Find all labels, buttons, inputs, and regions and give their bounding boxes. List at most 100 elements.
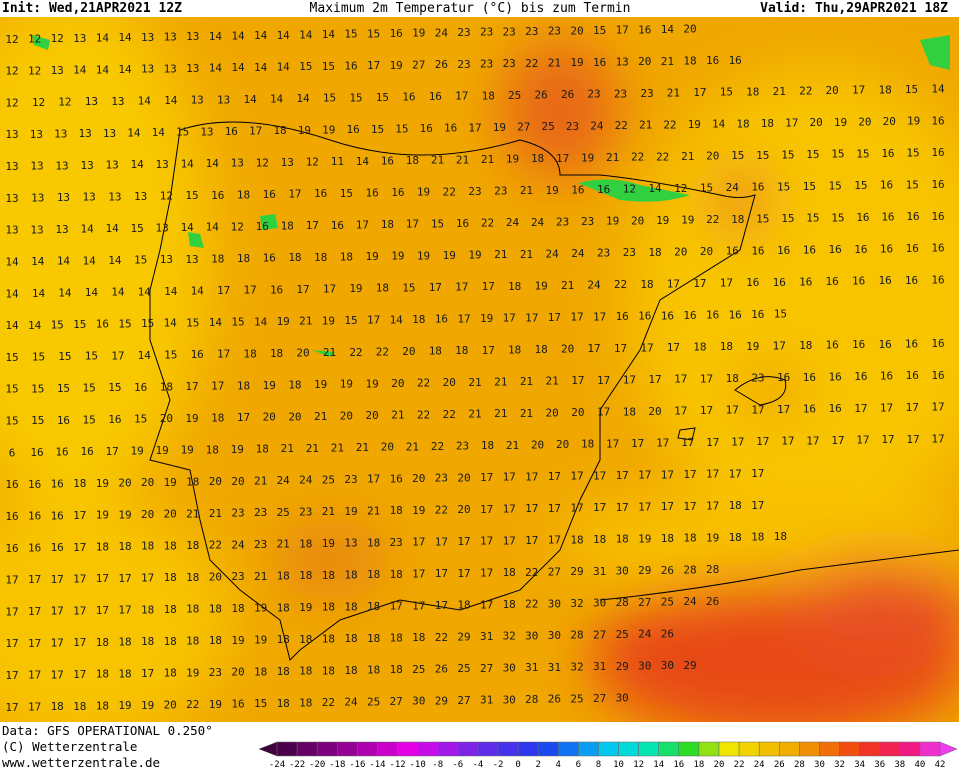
grid-value: 16 — [381, 154, 394, 167]
grid-value: 18 — [878, 83, 891, 96]
colorbar-label: 4 — [556, 760, 561, 770]
grid-value: 27 — [638, 596, 651, 609]
colorbar-arrow — [939, 741, 958, 757]
colorbar-swatch — [397, 741, 418, 757]
grid-value: 18 — [390, 663, 403, 676]
grid-value: 19 — [96, 509, 109, 522]
grid-value: 19 — [231, 634, 244, 647]
grid-value: 14 — [231, 61, 245, 74]
grid-value: 12 — [256, 156, 269, 169]
colorbar-swatch — [738, 741, 760, 757]
colorbar-label: 38 — [894, 760, 905, 770]
grid-value: 16 — [28, 510, 41, 523]
grid-value: 18 — [314, 251, 327, 264]
grid-value: 17 — [648, 373, 661, 386]
grid-value: 16 — [331, 219, 344, 232]
grid-value: 18 — [186, 634, 199, 647]
grid-value: 16 — [225, 125, 238, 138]
grid-value: 17 — [720, 277, 733, 290]
grid-value: 12 — [5, 96, 18, 109]
grid-value: 14 — [356, 155, 370, 168]
grid-value: 20 — [531, 438, 544, 451]
grid-value: 16 — [881, 211, 894, 224]
grid-value: 26 — [661, 627, 674, 640]
colorbar-label: -2 — [493, 760, 504, 770]
grid-value: 16 — [931, 369, 944, 382]
colorbar-label: 6 — [576, 760, 581, 770]
grid-value: 30 — [503, 662, 516, 675]
grid-value: 30 — [548, 597, 561, 610]
grid-value: 19 — [638, 532, 651, 545]
grid-value: 26 — [706, 595, 719, 608]
grid-value: 15 — [31, 414, 44, 427]
grid-value: 21 — [468, 408, 481, 421]
colorbar-swatch — [457, 741, 479, 757]
grid-value: 13 — [344, 537, 357, 550]
grid-value: 17 — [118, 572, 131, 585]
grid-value: 17 — [638, 469, 651, 482]
grid-value: 18 — [412, 631, 425, 644]
grid-value: 13 — [231, 157, 244, 170]
grid-value: 13 — [80, 159, 93, 172]
colorbar-swatch — [296, 741, 318, 757]
grid-value: 13 — [200, 125, 213, 138]
grid-value: 16 — [751, 181, 764, 194]
grid-value: 24 — [546, 247, 560, 260]
grid-value: 17 — [73, 604, 86, 617]
grid-value: 25 — [661, 596, 674, 609]
grid-value: 18 — [729, 499, 742, 512]
grid-value: 18 — [616, 533, 629, 546]
grid-value: 19 — [156, 444, 169, 457]
grid-value: 14 — [299, 28, 313, 41]
copyright: (C) Wetterzentrale — [2, 739, 137, 754]
header-bar — [0, 0, 959, 17]
grid-value: 21 — [520, 407, 533, 420]
grid-value: 15 — [367, 27, 380, 40]
grid-value: 15 — [5, 351, 18, 364]
grid-value: 20 — [706, 150, 719, 163]
grid-value: 17 — [429, 281, 442, 294]
colorbar-swatch — [316, 741, 338, 757]
grid-value: 28 — [570, 629, 583, 642]
colorbar-swatch — [337, 741, 358, 757]
grid-value: 21 — [299, 315, 312, 328]
grid-value: 15 — [134, 413, 147, 426]
grid-value: 18 — [774, 530, 787, 543]
grid-value: 20 — [391, 377, 404, 390]
grid-value: 17 — [726, 404, 739, 417]
grid-value: 19 — [254, 633, 267, 646]
grid-value: 18 — [118, 667, 131, 680]
grid-value: 17 — [306, 219, 319, 232]
grid-value: 19 — [417, 186, 430, 199]
grid-value: 18 — [281, 220, 294, 233]
grid-value: 17 — [785, 117, 798, 130]
grid-value: 16 — [444, 122, 457, 135]
grid-value: 16 — [931, 337, 944, 350]
grid-value: 21 — [391, 409, 404, 422]
grid-value: 20 — [546, 406, 559, 419]
grid-value: 17 — [640, 341, 653, 354]
grid-value: 25 — [367, 695, 380, 708]
grid-value: 14 — [5, 287, 19, 300]
grid-value: 22 — [435, 504, 448, 517]
colorbar-label: 26 — [774, 760, 785, 770]
grid-value: 17 — [693, 277, 706, 290]
grid-value: 14 — [138, 349, 152, 362]
colorbar-swatch — [839, 741, 860, 757]
grid-value: 25 — [541, 120, 554, 133]
grid-value: 18 — [209, 602, 222, 615]
grid-value: 13 — [57, 191, 70, 204]
grid-value: 21 — [506, 439, 519, 452]
grid-value: 22 — [614, 278, 627, 291]
grid-value: 17 — [237, 411, 250, 424]
grid-value: 20 — [683, 23, 696, 36]
grid-value: 17 — [806, 434, 819, 447]
colorbar-label: 30 — [814, 760, 825, 770]
grid-value: 17 — [5, 637, 18, 650]
grid-value: 13 — [51, 64, 64, 77]
colorbar-swatch — [437, 741, 459, 757]
grid-value: 18 — [390, 504, 403, 517]
valid-time: Valid: Thu,29APR2021 18Z — [760, 1, 948, 16]
grid-value: 17 — [243, 284, 256, 297]
